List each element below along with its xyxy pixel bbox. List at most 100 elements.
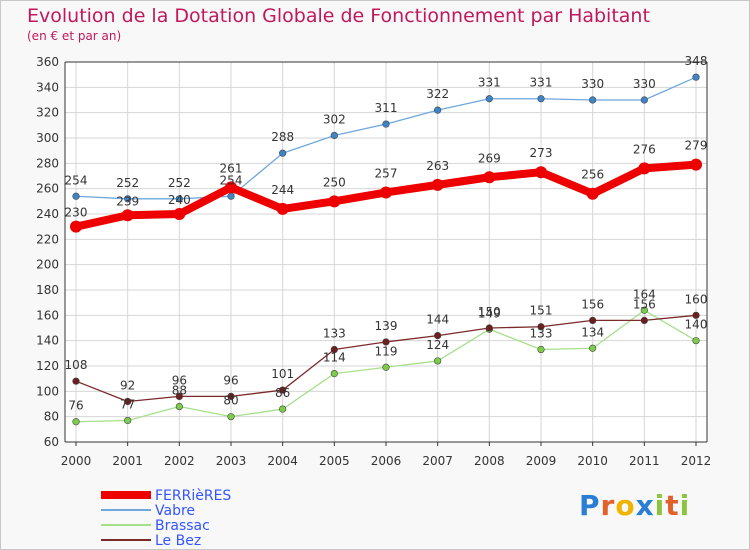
data-point xyxy=(121,209,134,222)
data-point xyxy=(640,316,648,325)
data-point xyxy=(124,397,132,406)
proxiti-logo: Proxiti xyxy=(579,489,690,522)
data-label: 252 xyxy=(116,176,139,190)
data-label: 322 xyxy=(426,87,449,101)
data-label: 273 xyxy=(530,146,553,160)
y-tick-label: 320 xyxy=(36,106,59,120)
data-label: 250 xyxy=(323,175,346,189)
x-tick-label: 2011 xyxy=(629,454,660,468)
x-tick-label: 2005 xyxy=(319,454,350,468)
data-label: 254 xyxy=(220,173,243,187)
logo-letter: t xyxy=(665,489,680,522)
data-label: 240 xyxy=(168,193,191,207)
data-point xyxy=(276,202,289,215)
logo-letter: i xyxy=(679,489,691,522)
data-label: 86 xyxy=(275,386,290,400)
data-point xyxy=(382,338,390,346)
data-label: 88 xyxy=(172,384,187,398)
data-point xyxy=(173,208,186,220)
data-point xyxy=(692,73,700,81)
data-point xyxy=(279,405,287,413)
data-point xyxy=(434,332,442,340)
data-point xyxy=(483,171,496,184)
data-label: 133 xyxy=(323,327,346,341)
x-tick-label: 2000 xyxy=(61,454,92,468)
chart-title: Evolution de la Dotation Globale de Fonc… xyxy=(27,5,650,27)
data-point xyxy=(330,370,338,378)
legend-label: Vabre xyxy=(155,503,195,519)
data-label: 96 xyxy=(172,373,187,387)
data-label: 133 xyxy=(530,327,553,341)
data-point xyxy=(434,106,442,114)
data-label: 119 xyxy=(375,344,398,358)
data-point xyxy=(589,96,597,104)
data-point xyxy=(227,392,235,401)
data-label: 330 xyxy=(633,77,656,91)
data-label: 254 xyxy=(65,173,88,187)
y-tick-label: 60 xyxy=(44,435,59,449)
data-label: 76 xyxy=(68,399,83,413)
data-point xyxy=(72,418,80,426)
data-point xyxy=(330,131,338,140)
y-tick-label: 160 xyxy=(36,308,59,322)
data-label: 149 xyxy=(478,306,501,320)
x-tick-label: 2003 xyxy=(216,454,247,468)
data-point xyxy=(434,357,442,365)
y-tick-label: 300 xyxy=(36,131,59,145)
data-point xyxy=(640,96,648,104)
legend-label: FERRièRES xyxy=(155,488,231,504)
legend-label: Brassac xyxy=(155,518,210,534)
data-point xyxy=(640,306,648,314)
data-point xyxy=(124,416,132,425)
y-tick-label: 260 xyxy=(36,182,59,196)
data-point xyxy=(225,181,237,194)
data-label: 140 xyxy=(685,318,708,332)
x-tick-label: 2008 xyxy=(474,454,505,468)
data-label: 160 xyxy=(685,292,708,306)
logo-letter: o xyxy=(615,489,636,522)
data-label: 331 xyxy=(478,76,501,90)
data-point xyxy=(537,95,545,103)
data-point xyxy=(535,166,547,179)
data-label: 239 xyxy=(116,194,139,208)
data-label: 288 xyxy=(271,130,294,144)
data-label: 276 xyxy=(633,142,656,156)
x-tick-label: 2004 xyxy=(267,454,298,468)
data-point xyxy=(175,402,183,411)
data-point xyxy=(589,344,597,352)
data-label: 348 xyxy=(685,54,708,68)
x-tick-label: 2012 xyxy=(681,454,712,468)
data-label: 257 xyxy=(375,166,398,180)
x-tick-label: 2007 xyxy=(422,454,453,468)
logo-letter: P xyxy=(579,489,601,522)
data-point xyxy=(279,386,287,394)
y-tick-label: 100 xyxy=(36,384,59,398)
y-tick-label: 120 xyxy=(36,359,59,373)
data-point xyxy=(586,187,599,200)
logo-letter: i xyxy=(654,489,666,522)
data-point xyxy=(692,311,700,319)
data-label: 150 xyxy=(478,305,501,319)
data-label: 139 xyxy=(375,319,398,333)
data-point xyxy=(279,149,287,157)
data-label: 263 xyxy=(426,159,449,173)
data-point xyxy=(485,324,493,332)
data-point xyxy=(485,95,493,103)
data-point xyxy=(70,220,82,233)
data-point xyxy=(589,316,597,325)
data-label: 151 xyxy=(530,304,553,318)
data-label: 108 xyxy=(65,358,88,372)
chart-subtitle: (en € et par an) xyxy=(27,29,122,43)
data-point xyxy=(692,337,700,345)
data-label: 244 xyxy=(271,183,294,197)
y-tick-label: 200 xyxy=(36,258,59,272)
data-point xyxy=(328,195,341,208)
data-label: 164 xyxy=(633,287,656,301)
y-tick-label: 220 xyxy=(36,232,59,246)
data-point xyxy=(431,178,444,191)
y-tick-label: 240 xyxy=(36,207,59,221)
y-tick-label: 180 xyxy=(36,283,59,297)
data-label: 77 xyxy=(120,397,135,411)
data-label: 302 xyxy=(323,112,346,126)
